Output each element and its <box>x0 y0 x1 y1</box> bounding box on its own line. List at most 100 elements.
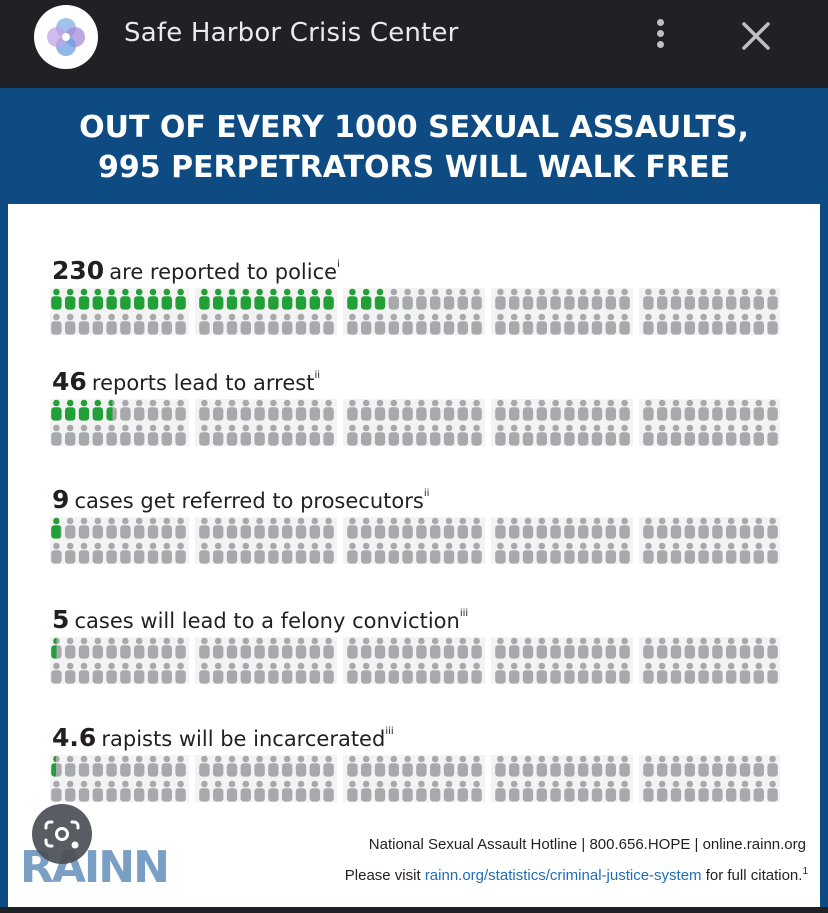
flower-logo-icon[interactable] <box>34 5 98 69</box>
person-icon <box>591 517 603 539</box>
person-icon <box>670 399 682 421</box>
person-icon <box>388 424 399 446</box>
person-icon <box>430 755 441 777</box>
person-icon <box>268 288 279 310</box>
person-icon <box>536 517 547 539</box>
frame-right <box>820 88 828 913</box>
person-icon <box>120 288 131 310</box>
person-icon <box>443 313 455 335</box>
person-icon <box>134 637 145 659</box>
person-icon <box>254 662 265 684</box>
more-vert-icon[interactable] <box>648 16 672 56</box>
person-icon <box>175 780 186 802</box>
person-icon <box>388 542 399 564</box>
person-icon <box>51 517 62 539</box>
person-icon <box>698 662 709 684</box>
person-icon <box>767 399 778 421</box>
stat-number: 5 <box>52 605 70 634</box>
person-icon <box>522 288 534 310</box>
person-icon <box>282 542 293 564</box>
person-icon <box>106 662 117 684</box>
person-icon <box>739 780 751 802</box>
person-icon <box>388 313 399 335</box>
person-icon <box>147 424 159 446</box>
person-icon <box>213 662 224 684</box>
person-icon <box>282 662 293 684</box>
person-icon <box>670 662 682 684</box>
person-icon <box>120 755 131 777</box>
person-icon <box>282 313 293 335</box>
person-icon <box>416 399 427 421</box>
person-icon <box>753 288 764 310</box>
person-icon <box>430 542 441 564</box>
figure-grid-svg <box>47 516 781 565</box>
person-icon <box>767 662 778 684</box>
person-icon <box>605 424 616 446</box>
person-icon <box>226 637 238 659</box>
person-icon <box>199 542 210 564</box>
person-icon <box>374 313 386 335</box>
close-icon[interactable] <box>738 18 774 54</box>
person-icon <box>78 313 90 335</box>
person-icon <box>564 780 575 802</box>
person-icon <box>226 517 238 539</box>
person-icon <box>295 288 307 310</box>
person-icon <box>226 780 238 802</box>
person-icon <box>471 288 482 310</box>
person-icon <box>495 517 506 539</box>
person-icon <box>591 313 603 335</box>
person-icon <box>226 755 238 777</box>
person-icon <box>268 662 279 684</box>
person-icon <box>522 517 534 539</box>
person-icon <box>268 424 279 446</box>
person-icon <box>767 313 778 335</box>
person-icon <box>65 288 76 310</box>
app-bar: Safe Harbor Crisis Center <box>0 0 828 88</box>
google-lens-icon[interactable] <box>32 804 92 864</box>
person-icon <box>564 399 575 421</box>
person-icon <box>578 755 589 777</box>
person-icon <box>388 780 399 802</box>
person-icon <box>106 780 117 802</box>
person-icon <box>199 313 210 335</box>
person-icon <box>643 288 654 310</box>
person-icon <box>670 755 682 777</box>
person-icon <box>457 424 468 446</box>
person-icon <box>536 288 547 310</box>
person-icon <box>92 662 103 684</box>
person-icon <box>457 637 468 659</box>
citation-link[interactable]: rainn.org/statistics/criminal-justice-sy… <box>424 867 702 884</box>
person-icon <box>199 780 210 802</box>
person-icon <box>443 662 455 684</box>
person-icon <box>698 542 709 564</box>
person-icon <box>120 780 131 802</box>
person-icon <box>430 424 441 446</box>
person-icon <box>495 637 506 659</box>
person-icon <box>416 517 427 539</box>
person-icon <box>739 517 751 539</box>
person-icon <box>295 313 307 335</box>
person-icon <box>550 637 561 659</box>
person-icon <box>147 755 159 777</box>
person-icon <box>120 399 131 421</box>
person-icon <box>767 542 778 564</box>
person-icon <box>767 637 778 659</box>
person-icon <box>254 313 265 335</box>
person-icon <box>374 637 386 659</box>
stat-label-arrest: 46 reports lead to arrestii <box>52 367 320 396</box>
person-icon <box>578 288 589 310</box>
person-icon <box>684 755 695 777</box>
person-icon <box>457 542 468 564</box>
person-icon <box>698 424 709 446</box>
person-icon <box>739 313 751 335</box>
person-icon <box>457 517 468 539</box>
person-icon <box>199 517 210 539</box>
person-icon <box>657 288 668 310</box>
person-icon <box>457 755 468 777</box>
person-icon <box>578 662 589 684</box>
person-icon <box>120 542 131 564</box>
person-icon <box>295 780 307 802</box>
person-icon <box>347 517 358 539</box>
person-icon <box>712 755 723 777</box>
person-icon <box>65 399 76 421</box>
